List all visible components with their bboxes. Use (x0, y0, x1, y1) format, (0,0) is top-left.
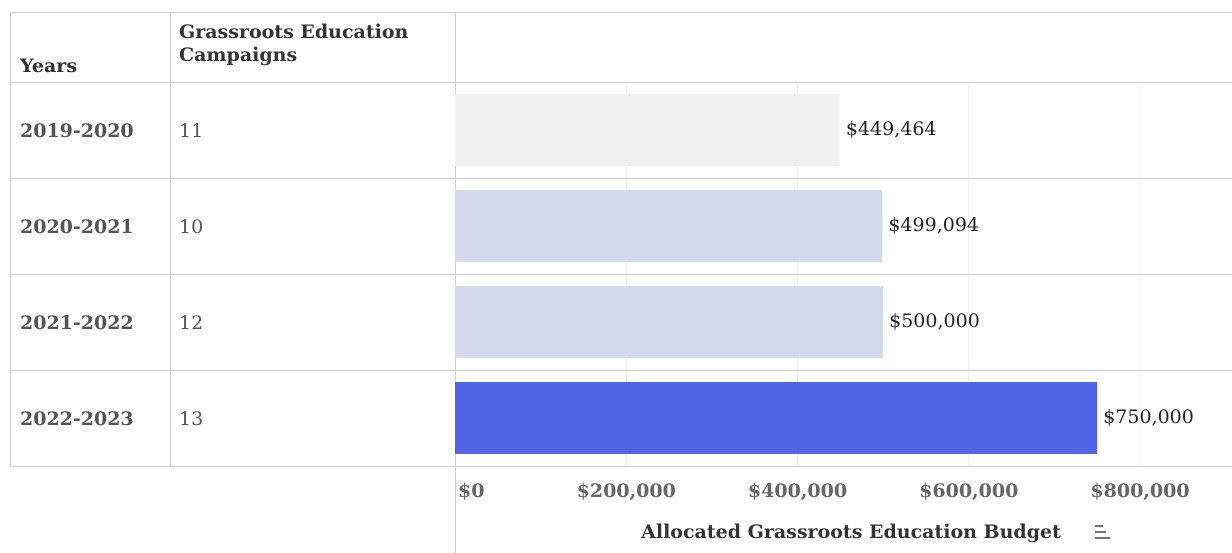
value-label: $499,094 (888, 214, 979, 236)
bar (455, 94, 840, 166)
column-value: 13 (179, 408, 203, 430)
column-value: 12 (179, 312, 203, 334)
category-label: 2020-2021 (20, 216, 134, 238)
sort-icon (1095, 525, 1110, 539)
value-label: $449,464 (846, 118, 937, 140)
value-label: $750,000 (1103, 406, 1194, 428)
column-value: 10 (179, 216, 203, 238)
category-label: 2022-2023 (20, 408, 134, 430)
column-header: Grassroots Education Campaigns (179, 21, 409, 66)
column-value: 11 (179, 120, 203, 142)
x-axis-title: Allocated Grassroots Education Budget (640, 521, 1061, 543)
x-tick-label: $200,000 (577, 480, 676, 502)
category-label: 2019-2020 (20, 120, 134, 142)
bar (455, 286, 884, 358)
x-tick-label: $0 (458, 480, 484, 502)
bar (455, 382, 1098, 454)
column-header: Years (20, 55, 78, 77)
category-label: 2021-2022 (20, 312, 134, 334)
x-tick-label: $800,000 (1090, 480, 1189, 502)
value-label: $500,000 (889, 310, 980, 332)
table-lines (10, 12, 1232, 553)
x-tick-label: $400,000 (748, 480, 847, 502)
bar (455, 190, 883, 262)
x-tick-label: $600,000 (919, 480, 1018, 502)
